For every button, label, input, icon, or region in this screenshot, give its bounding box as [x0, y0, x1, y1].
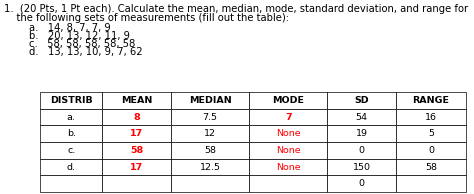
Bar — [102, 125, 171, 142]
Bar — [396, 142, 466, 159]
Text: a.: a. — [67, 113, 76, 121]
Text: 7.5: 7.5 — [203, 113, 218, 121]
Text: 8: 8 — [133, 113, 140, 121]
Bar — [40, 125, 102, 142]
Bar — [328, 125, 396, 142]
Bar — [40, 92, 102, 109]
Text: None: None — [276, 146, 301, 155]
Text: MEDIAN: MEDIAN — [189, 96, 231, 105]
Text: 19: 19 — [356, 129, 368, 138]
Text: MODE: MODE — [272, 96, 304, 105]
Bar — [249, 109, 328, 125]
Text: 16: 16 — [425, 113, 437, 121]
Bar — [396, 125, 466, 142]
Bar — [249, 92, 328, 109]
Text: None: None — [276, 129, 301, 138]
Text: None: None — [276, 163, 301, 171]
Text: 17: 17 — [130, 163, 144, 171]
Bar — [249, 159, 328, 175]
Bar — [40, 109, 102, 125]
Bar — [396, 109, 466, 125]
Bar — [171, 92, 249, 109]
Bar — [40, 175, 102, 192]
Bar — [102, 159, 171, 175]
Text: b.   20, 13, 12, 11, 9: b. 20, 13, 12, 11, 9 — [4, 31, 130, 41]
Text: 0: 0 — [359, 146, 365, 155]
Text: 58: 58 — [130, 146, 144, 155]
Bar — [396, 175, 466, 192]
Bar — [102, 92, 171, 109]
Bar — [328, 92, 396, 109]
Text: 54: 54 — [356, 113, 368, 121]
Bar — [249, 125, 328, 142]
Text: 0: 0 — [428, 146, 434, 155]
Bar — [102, 142, 171, 159]
Text: 7: 7 — [285, 113, 292, 121]
Bar — [171, 175, 249, 192]
Bar — [396, 159, 466, 175]
Bar — [171, 159, 249, 175]
Bar — [328, 159, 396, 175]
Text: MEAN: MEAN — [121, 96, 153, 105]
Bar — [40, 159, 102, 175]
Bar — [249, 175, 328, 192]
Text: c.   58, 58, 58, 58, 58: c. 58, 58, 58, 58, 58 — [4, 39, 135, 49]
Text: 12: 12 — [204, 129, 216, 138]
Bar — [102, 109, 171, 125]
Bar — [249, 142, 328, 159]
Text: 58: 58 — [204, 146, 216, 155]
Bar — [171, 109, 249, 125]
Text: b.: b. — [67, 129, 76, 138]
Text: 17: 17 — [130, 129, 144, 138]
Text: RANGE: RANGE — [412, 96, 449, 105]
Bar — [396, 92, 466, 109]
Bar — [328, 109, 396, 125]
Bar — [171, 125, 249, 142]
Text: DISTRIB: DISTRIB — [50, 96, 92, 105]
Text: d.: d. — [67, 163, 76, 171]
Text: 0: 0 — [359, 179, 365, 188]
Text: 12.5: 12.5 — [200, 163, 221, 171]
Text: c.: c. — [67, 146, 75, 155]
Text: SD: SD — [355, 96, 369, 105]
Text: d.   13, 13, 10, 9, 7, 62: d. 13, 13, 10, 9, 7, 62 — [4, 47, 143, 57]
Bar — [328, 175, 396, 192]
Bar — [171, 142, 249, 159]
Text: 1.  (20 Pts, 1 Pt each). Calculate the mean, median, mode, standard deviation, a: 1. (20 Pts, 1 Pt each). Calculate the me… — [4, 4, 468, 14]
Text: 58: 58 — [425, 163, 437, 171]
Text: a.   14, 8, 7, 7, 9: a. 14, 8, 7, 7, 9 — [4, 23, 111, 33]
Text: the following sets of measurements (fill out the table):: the following sets of measurements (fill… — [4, 13, 289, 23]
Text: 150: 150 — [353, 163, 371, 171]
Bar — [40, 142, 102, 159]
Text: 5: 5 — [428, 129, 434, 138]
Bar — [328, 142, 396, 159]
Bar — [102, 175, 171, 192]
